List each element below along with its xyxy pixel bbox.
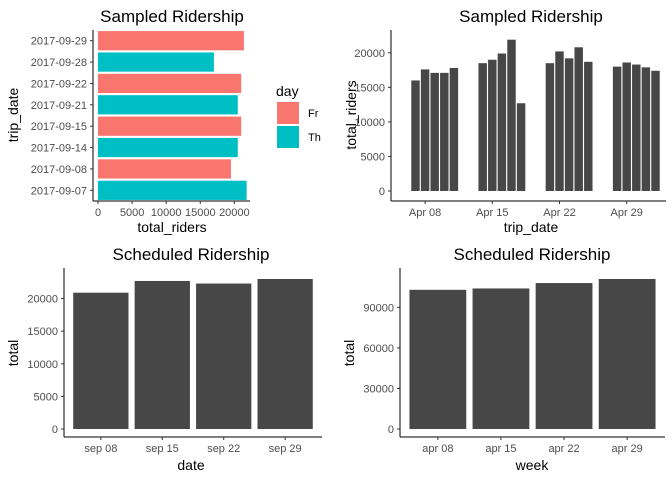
bar [98,137,238,158]
x-tick-label: sep 22 [207,443,240,455]
bar [98,116,242,136]
bar [98,52,214,72]
chart-title: Scheduled Ridership [454,245,611,264]
y-tick-label: 2017-09-07 [31,185,87,197]
y-tick-label: 2017-09-22 [31,78,87,90]
y-tick-label: 60000 [363,343,394,355]
bar [420,69,430,191]
y-tick-label: 2017-09-15 [31,121,87,133]
y-tick-label: 10000 [354,117,385,129]
x-tick-label: 5000 [120,207,144,219]
x-tick-label: apr 29 [612,443,643,455]
x-tick-label: Apr 29 [610,207,642,219]
bar [472,288,530,429]
y-tick-label: 20000 [27,294,58,306]
x-tick-label: apr 22 [548,443,579,455]
y-tick-label: 20000 [354,48,385,60]
y-tick-label: 90000 [363,302,394,314]
x-axis-title: total_riders [137,219,206,235]
y-axis-title: total_riders [343,80,359,149]
bar [478,63,487,191]
y-tick-label: 15000 [27,326,58,338]
bar [134,280,190,429]
y-tick-label: 30000 [363,383,394,395]
bar [98,159,231,179]
y-tick-label: 2017-09-21 [31,100,87,112]
bar [98,180,247,200]
y-axis-title: total [341,340,357,366]
x-tick-label: Apr 22 [543,207,575,219]
bar [430,72,439,191]
legend-swatch [277,126,299,148]
x-tick-label: sep 15 [146,443,179,455]
bar [598,279,656,429]
bar [440,72,449,191]
y-tick-label: 0 [379,186,385,198]
x-tick-label: Apr 08 [409,207,441,219]
y-tick-label: 2017-09-14 [31,143,87,155]
legend-swatch [277,102,299,124]
bar [622,62,631,192]
x-tick-label: apr 08 [422,443,453,455]
bar [535,283,593,429]
y-tick-label: 2017-09-29 [31,36,87,48]
y-tick-label: 5000 [34,391,58,403]
x-axis-title: week [515,457,550,473]
bar [196,283,252,429]
y-tick-label: 0 [388,424,394,436]
y-tick-label: 15000 [354,82,385,94]
chart-title: Scheduled Ridership [113,245,270,264]
y-tick-label: 5000 [361,151,385,163]
chart-title: Sampled Ridership [459,7,603,26]
x-tick-label: 10000 [151,207,182,219]
x-tick-label: apr 15 [485,443,516,455]
bar [497,53,507,191]
bar [612,66,622,191]
bar [411,80,420,191]
x-axis-title: date [177,457,204,473]
x-tick-label: Apr 15 [476,207,508,219]
bar [641,67,651,191]
panel-sampled-ridership-by-day: Sampled Ridership total_riders trip_date… [5,7,321,235]
bar [257,279,313,429]
x-axis-title: trip_date [504,219,559,235]
bar [488,59,497,192]
bar [555,51,564,191]
y-axis-title: total [5,340,21,366]
y-tick-label: 0 [52,424,58,436]
bar [98,31,244,51]
x-tick-label: sep 08 [84,443,117,455]
bar [516,103,526,191]
legend-label: Fr [308,108,319,120]
x-tick-label: 0 [95,207,101,219]
panel-sampled-ridership-by-date: Sampled Ridership trip_date total_riders… [343,7,666,235]
y-tick-label: 2017-09-08 [31,164,87,176]
panel-scheduled-ridership-by-date: Scheduled Ridership date total sep 08 sep… [5,245,322,473]
bar [545,63,555,191]
bar [98,95,238,115]
bar [73,292,129,429]
x-tick-label: sep 29 [269,443,302,455]
y-tick-label: 10000 [27,359,58,371]
y-tick-label: 2017-09-28 [31,57,87,69]
legend-label: Th [308,132,321,144]
x-tick-label: 15000 [185,207,216,219]
y-axis-title: trip_date [5,88,21,143]
bar [409,289,467,429]
bar [564,58,574,191]
x-tick-label: 20000 [219,207,250,219]
bar [449,68,459,191]
legend-title: day [276,83,299,99]
bar [584,61,593,191]
bar [574,47,583,191]
bar [98,73,242,94]
bar [651,70,660,191]
bar [507,39,516,191]
panel-scheduled-ridership-by-week: Scheduled Ridership week total apr 08 apr… [341,245,665,473]
bar [632,64,641,191]
chart-title: Sampled Ridership [100,7,244,26]
